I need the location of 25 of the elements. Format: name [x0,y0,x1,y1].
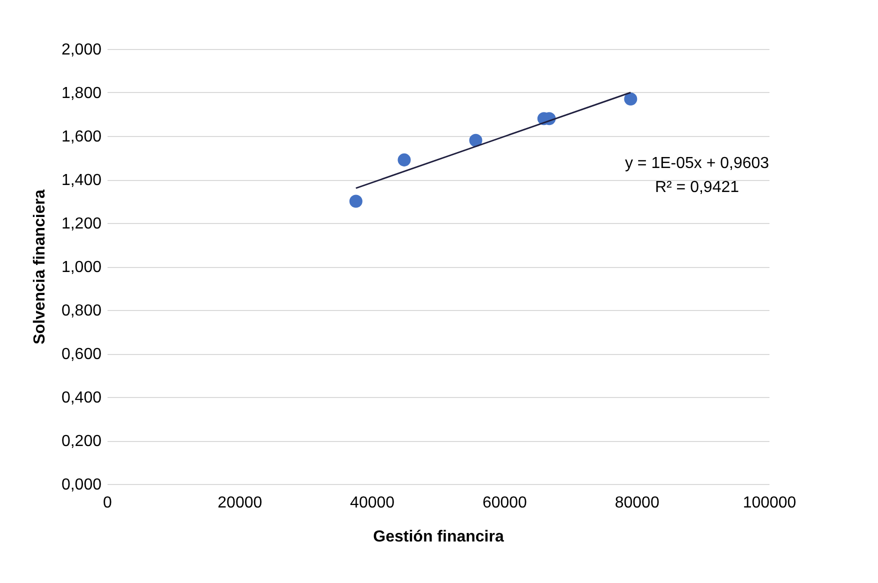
point [469,134,482,147]
annotation: R² = 0,9421 [654,179,740,196]
y-tick-label: 0,800 [61,302,102,320]
x-tick-label: 40000 [350,494,395,512]
y-tick-label: 0,600 [61,346,102,363]
annotation: y = 1E-05x + 0,9603 [624,155,770,172]
y-tick-label: 2,000 [61,42,102,58]
x-tick-label: 80000 [614,494,660,512]
x-axis-title: Gestión financira [373,528,504,546]
y-tick-label: 0,400 [61,390,102,406]
y-tick-label: 1,200 [61,216,102,232]
point [624,92,638,106]
y-tick-label: 1,400 [61,172,102,189]
point [398,153,411,166]
y-tick-label: 0,000 [61,476,102,494]
y-axis-title: Solvencia financiera [31,190,48,344]
x-tick-label: 60000 [482,494,528,512]
x-tick-label: 20000 [218,494,262,512]
y-tick-label: 1,800 [61,85,102,102]
point [349,194,362,208]
y-tick-label: 1,600 [61,128,102,146]
y-tick-label: 1,000 [61,259,102,276]
y-tick-label: 0,200 [61,433,102,450]
x-tick-label: 100000 [742,494,796,512]
x-tick-label: 0 [103,494,112,512]
